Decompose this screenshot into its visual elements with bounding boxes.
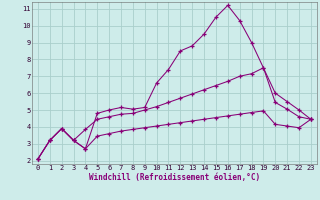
X-axis label: Windchill (Refroidissement éolien,°C): Windchill (Refroidissement éolien,°C) <box>89 173 260 182</box>
